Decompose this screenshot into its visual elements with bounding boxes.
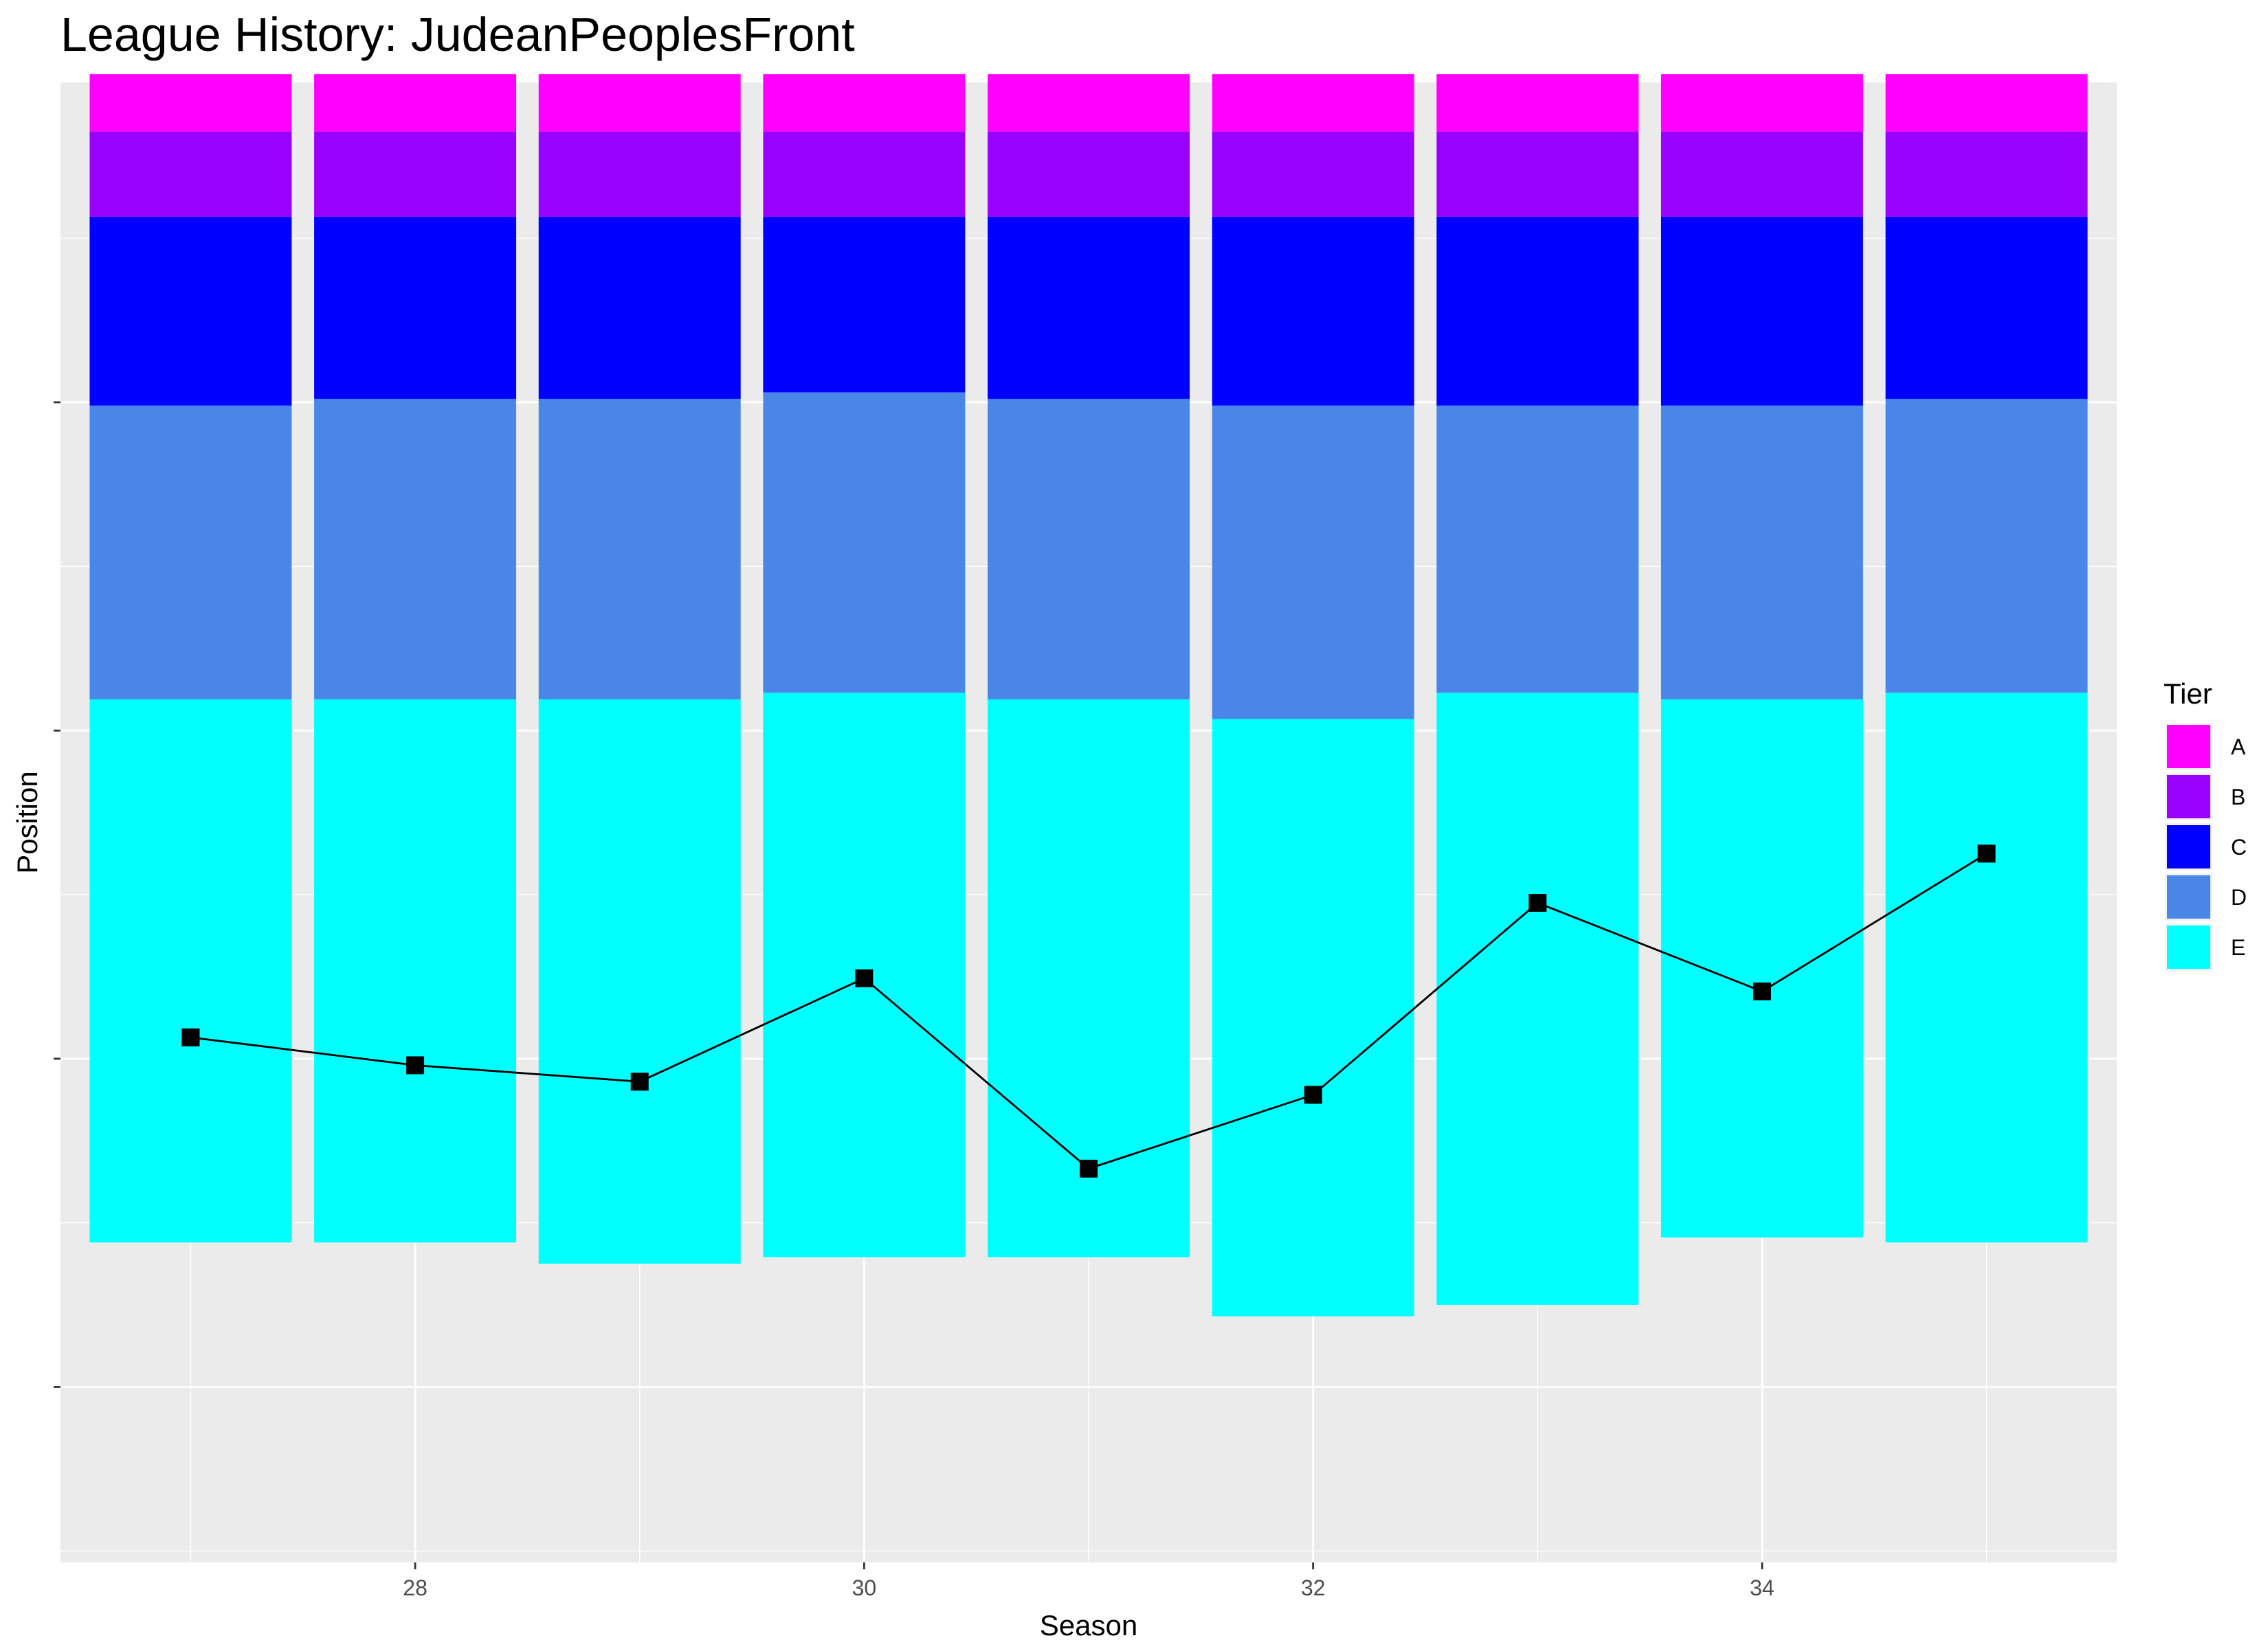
x-tick-label: 30 [852,1575,877,1600]
legend-label-b: B [2231,785,2245,809]
bar-tier-a-season-34 [1660,74,1863,132]
bar-tier-c-season-29 [538,216,741,399]
bar-tier-e-season-35 [1885,693,2088,1243]
bar-tier-d-season-33 [1436,405,1639,693]
bar-tier-a-season-33 [1436,74,1639,132]
bar-tier-d-season-27 [89,405,292,699]
bar-tier-e-season-34 [1660,699,1863,1238]
bar-tier-a-season-32 [1212,74,1414,132]
bar-tier-b-season-29 [538,131,741,217]
x-axis-ticks: 28 30 32 34 [403,1562,1775,1600]
bar-tier-e-season-28 [314,699,517,1243]
legend-swatch-b [2167,775,2210,818]
bar-tier-d-season-34 [1660,405,1863,699]
position-point-season-30 [855,969,874,987]
x-tick-label: 28 [403,1575,427,1600]
bar-tier-c-season-33 [1436,216,1639,406]
x-tick-label: 32 [1301,1575,1326,1600]
bar-tier-b-season-35 [1885,131,2088,217]
position-point-season-29 [630,1073,649,1091]
bar-tier-a-season-31 [988,74,1190,132]
legend-swatch-e [2167,926,2210,969]
bar-tier-b-season-31 [988,131,1190,217]
bar-tier-d-season-29 [538,399,741,699]
bar-tier-c-season-32 [1212,216,1414,406]
chart-title: League History: JudeanPeoplesFront [60,8,855,61]
bar-tier-d-season-35 [1885,399,2088,693]
bar-tier-b-season-28 [314,131,517,217]
bar-tier-c-season-35 [1885,216,2088,399]
legend-label-a: A [2231,734,2246,759]
bar-tier-a-season-28 [314,74,517,132]
legend-swatch-c [2167,825,2210,868]
bar-tier-e-season-33 [1436,693,1639,1305]
legend-label-c: C [2231,835,2247,860]
bar-tier-c-season-34 [1660,216,1863,406]
bar-tier-c-season-31 [988,216,1190,399]
legend-title: Tier [2164,677,2212,710]
position-point-season-34 [1753,982,1771,1000]
bar-tier-e-season-32 [1212,719,1414,1316]
position-point-season-32 [1304,1086,1322,1104]
tier-legend: Tier A B CDE [2164,677,2247,971]
bar-tier-d-season-28 [314,399,517,699]
position-point-season-28 [406,1056,425,1075]
bar-tier-c-season-30 [763,216,966,393]
legend-items: A B CDE [2165,723,2247,971]
bar-tier-a-season-27 [89,74,292,132]
bar-tier-b-season-34 [1660,131,1863,217]
legend-label-d: D [2231,885,2247,910]
stacked-bars [89,74,2088,1316]
bar-tier-c-season-27 [89,216,292,406]
position-point-season-27 [181,1028,200,1046]
bar-tier-c-season-28 [314,216,517,399]
position-points [181,844,1996,1178]
bar-tier-b-season-33 [1436,131,1639,217]
bar-tier-b-season-27 [89,131,292,217]
bar-tier-b-season-30 [763,131,966,217]
bar-tier-b-season-32 [1212,131,1414,217]
y-axis-title: Position [11,771,43,873]
x-tick-label: 34 [1750,1575,1775,1600]
legend-swatch-d [2167,875,2210,919]
bar-tier-d-season-31 [988,399,1190,699]
bar-tier-a-season-35 [1885,74,2088,132]
position-point-season-35 [1977,844,1996,863]
bar-tier-e-season-27 [89,699,292,1243]
y-axis-ticks [54,401,60,1388]
bar-tier-e-season-29 [538,699,741,1264]
x-axis-title: Season [1040,1609,1137,1641]
legend-label-e: E [2231,935,2245,960]
position-point-season-31 [1080,1159,1098,1178]
bar-tier-d-season-32 [1212,405,1414,719]
legend-swatch-a [2167,725,2210,768]
bar-tier-a-season-30 [763,74,966,132]
bar-tier-d-season-30 [763,392,966,693]
position-point-season-33 [1528,894,1547,912]
bar-tier-a-season-29 [538,74,741,132]
